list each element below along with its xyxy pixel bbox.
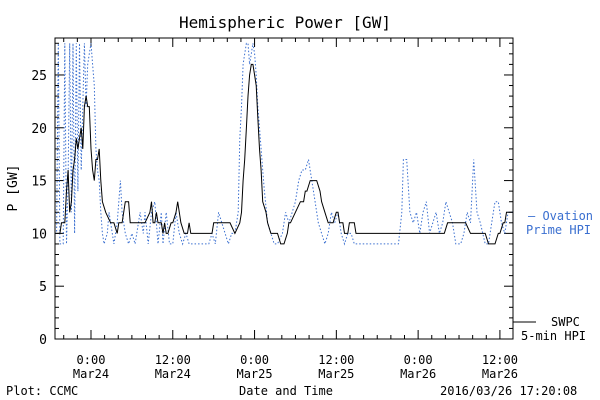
y-tick-label: 0 xyxy=(39,333,47,348)
y-ticks: 0 5 10 15 20 25 xyxy=(31,42,513,348)
x-tick-date-label: Mar26 xyxy=(400,367,436,381)
x-tick-date-label: Mar25 xyxy=(236,367,272,381)
plot-frame xyxy=(54,37,514,340)
y-tick-label: 15 xyxy=(31,175,47,190)
x-tick-time-label: 12:00 xyxy=(482,353,518,367)
x-tick-date-label: Mar25 xyxy=(318,367,354,381)
x-tick-time-label: 0:00 xyxy=(240,353,269,367)
footer-center: Date and Time xyxy=(239,384,333,398)
legend-swpc-line2: 5-min HPI xyxy=(521,329,586,343)
x-tick-date-label: Mar24 xyxy=(73,367,109,381)
swpc-hpi-line xyxy=(55,63,513,245)
y-axis-label: P [GW] xyxy=(6,165,21,212)
legend-swpc-line1: SWPC xyxy=(551,315,580,329)
x-ticks: 0:00Mar2412:00Mar240:00Mar2512:00Mar250:… xyxy=(63,38,518,381)
legend-ovation-line1: — Ovation xyxy=(528,209,593,223)
x-tick-time-label: 12:00 xyxy=(318,353,354,367)
y-tick-label: 5 xyxy=(39,280,47,295)
ovation-prime-hpi-line xyxy=(55,42,513,246)
y-tick-label: 20 xyxy=(31,122,47,137)
y-tick-label: 10 xyxy=(31,227,47,242)
x-tick-date-label: Mar24 xyxy=(155,367,191,381)
x-tick-time-label: 0:00 xyxy=(404,353,433,367)
footer-left: Plot: CCMC xyxy=(6,384,78,398)
chart-title: Hemispheric Power [GW] xyxy=(179,13,391,32)
x-tick-time-label: 12:00 xyxy=(155,353,191,367)
y-tick-label: 25 xyxy=(31,69,47,84)
legend-ovation-line2: Prime HPI xyxy=(526,223,591,237)
x-tick-date-label: Mar26 xyxy=(482,367,518,381)
footer-right: 2016/03/26 17:20:08 xyxy=(440,384,577,398)
data-series xyxy=(55,42,513,246)
x-tick-time-label: 0:00 xyxy=(77,353,106,367)
